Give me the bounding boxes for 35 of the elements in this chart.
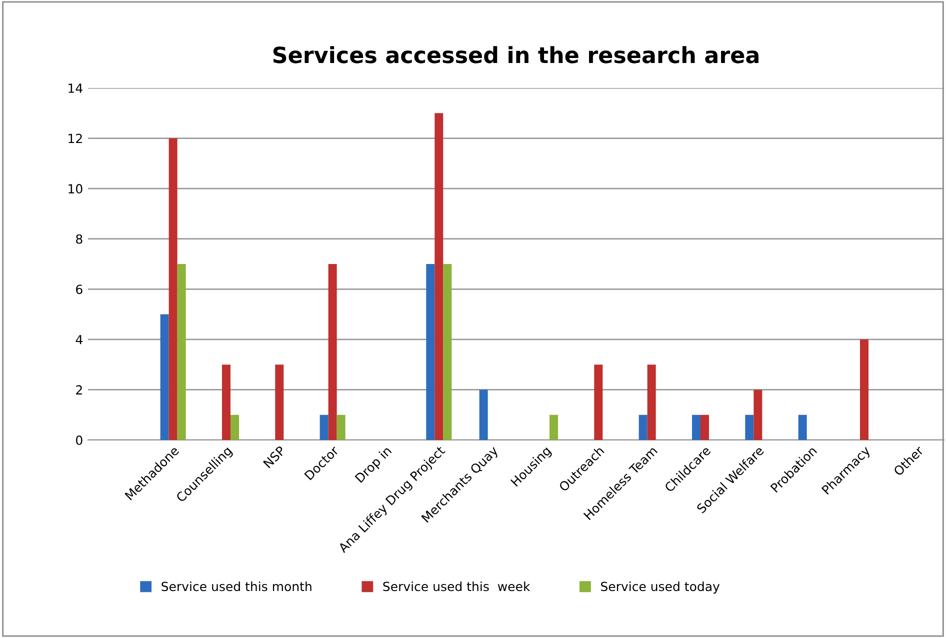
bar	[700, 414, 709, 440]
y-tick-label: 10	[68, 184, 82, 194]
y-tick-label: 4	[76, 335, 82, 344]
bar	[230, 414, 239, 440]
bar	[798, 414, 807, 440]
bar	[754, 390, 762, 440]
bar	[647, 364, 656, 440]
bar	[594, 364, 603, 440]
bar	[860, 339, 868, 440]
bar	[160, 314, 169, 440]
y-tick-label: 8	[76, 234, 82, 244]
bar	[426, 264, 435, 440]
bar	[434, 113, 444, 440]
bar	[168, 138, 178, 440]
bar	[692, 414, 700, 440]
bar	[638, 414, 648, 440]
y-tick-label: 6	[76, 284, 82, 294]
bar	[443, 264, 452, 440]
legend-label: Service used this month	[162, 581, 312, 592]
y-tick-label: 12	[68, 134, 82, 144]
legend-label: Service used today	[601, 581, 720, 594]
bar	[479, 390, 488, 440]
legend-label: Service used this week	[383, 581, 530, 592]
y-tick-label: 14	[68, 84, 82, 93]
y-tick-label: 2	[76, 385, 82, 394]
bar	[275, 364, 284, 440]
bar	[549, 414, 558, 440]
bar	[336, 414, 346, 440]
y-tick-label: 0	[76, 435, 82, 445]
bar	[177, 264, 186, 440]
bar	[328, 264, 337, 440]
chart-title: Services accessed in the research area	[273, 46, 758, 64]
bar	[745, 414, 754, 440]
bar	[222, 364, 230, 440]
bar	[320, 414, 328, 440]
